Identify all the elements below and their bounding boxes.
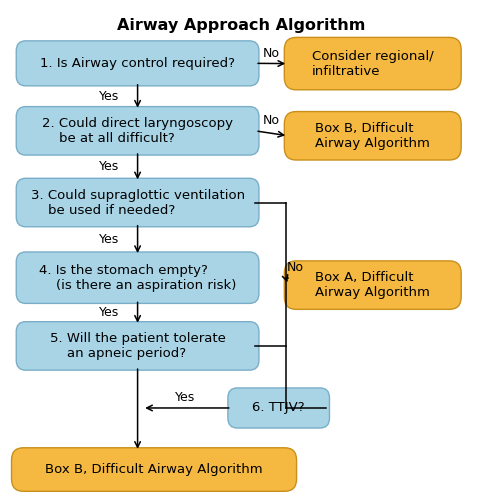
Text: 2. Could direct laryngoscopy
    be at all difficult?: 2. Could direct laryngoscopy be at all d…: [42, 117, 233, 145]
FancyBboxPatch shape: [228, 388, 330, 428]
Text: Yes: Yes: [174, 390, 195, 404]
FancyBboxPatch shape: [16, 322, 259, 370]
Text: Box A, Difficult
Airway Algorithm: Box A, Difficult Airway Algorithm: [315, 271, 430, 299]
FancyBboxPatch shape: [11, 448, 297, 492]
FancyBboxPatch shape: [285, 112, 461, 160]
Text: Airway Approach Algorithm: Airway Approach Algorithm: [117, 18, 365, 32]
Text: 6. TTJV?: 6. TTJV?: [252, 402, 305, 414]
Text: Yes: Yes: [99, 233, 119, 246]
Text: No: No: [286, 262, 304, 274]
FancyBboxPatch shape: [285, 261, 461, 310]
FancyBboxPatch shape: [16, 106, 259, 155]
FancyBboxPatch shape: [16, 252, 259, 304]
Text: No: No: [263, 114, 280, 128]
Text: No: No: [263, 47, 280, 60]
FancyBboxPatch shape: [285, 38, 461, 90]
Text: 5. Will the patient tolerate
    an apneic period?: 5. Will the patient tolerate an apneic p…: [50, 332, 226, 360]
FancyBboxPatch shape: [16, 178, 259, 227]
FancyBboxPatch shape: [16, 41, 259, 86]
Text: Yes: Yes: [99, 306, 119, 319]
Text: Consider regional/
infiltrative: Consider regional/ infiltrative: [312, 50, 433, 78]
Text: Box B, Difficult Airway Algorithm: Box B, Difficult Airway Algorithm: [45, 463, 263, 476]
Text: Yes: Yes: [99, 90, 119, 102]
Text: 3. Could supraglottic ventilation
    be used if needed?: 3. Could supraglottic ventilation be use…: [31, 188, 245, 216]
Text: Box B, Difficult
Airway Algorithm: Box B, Difficult Airway Algorithm: [315, 122, 430, 150]
Text: Yes: Yes: [99, 160, 119, 173]
Text: 1. Is Airway control required?: 1. Is Airway control required?: [40, 57, 235, 70]
Text: 4. Is the stomach empty?
    (is there an aspiration risk): 4. Is the stomach empty? (is there an as…: [39, 264, 236, 291]
